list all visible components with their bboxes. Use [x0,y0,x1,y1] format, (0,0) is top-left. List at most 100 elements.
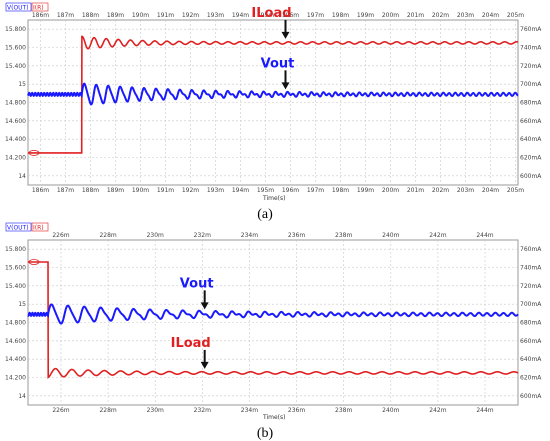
caption-a: (a) [257,207,273,222]
x-tick-label: 198m [332,12,349,19]
y-tick-label-right: 740mA [520,265,542,272]
arrow-head [281,31,290,39]
panel-b: 226m 228m 230m 232m 234m 236m 238m 240m 242m 244m… [5,222,542,441]
grid-b [28,240,518,405]
y-ticks-left-b: 15.800 15.600 15.400 15 14.800 14.600 14.400 14… [5,246,26,400]
start-marker [28,259,40,265]
x-tick-label: 197m [307,187,324,194]
legend-a: V(OUT) I(R) [5,2,49,12]
y-tick-label-right: 600mA [520,393,542,400]
x-tick-label: 230m [147,232,164,239]
x-tick-label: 195m [257,12,274,19]
y-tick-label-right: 680mA [520,100,542,107]
x-tick-label: 191m [157,12,174,19]
x-tick-label: 193m [207,187,224,194]
y-tick-label-left: 14.600 [5,338,26,345]
panel-a: 186m 187m 188m 189m 190m 191m 192m 193m 194m 195m… [5,2,542,222]
grid-a [28,20,518,185]
x-tick-label: 204m [482,12,499,19]
x-tick-label: 236m [288,232,305,239]
x-tick-label: 200m [382,187,399,194]
annotation-iload: ILoad [171,336,211,351]
x-tick-label: 205m [507,187,524,194]
x-tick-label: 196m [282,187,299,194]
x-tick-label: 193m [207,12,224,19]
y-ticks-right-b: 760mA 740mA 720mA 700mA 680mA 660mA 640mA 620mA… [520,246,542,400]
y-tick-label-right: 700mA [520,81,542,88]
x-tick-label: 236m [288,407,305,414]
x-tick-label: 226m [52,232,69,239]
x-tick-label: 242m [429,232,446,239]
x-tick-label: 203m [457,187,474,194]
x-tick-label: 238m [335,232,352,239]
x-tick-label: 240m [382,232,399,239]
x-tick-label: 203m [457,12,474,19]
x-tick-label: 232m [194,232,211,239]
x-tick-label: 188m [82,12,99,19]
x-tick-label: 244m [476,232,493,239]
legend-ir-a: I(R) [33,5,44,12]
arrow-head [281,82,290,90]
y-tick-label-left: 14.200 [5,375,26,382]
x-tick-label: 228m [99,407,116,414]
y-tick-label-right: 640mA [520,136,542,143]
y-tick-label-right: 620mA [520,155,542,162]
series-b [27,259,519,379]
y-tick-label-right: 700mA [520,301,542,308]
annotation-vout: Vout [180,276,214,291]
y-tick-label-left: 14.400 [5,136,26,143]
arrow-head [200,302,209,310]
series-line-iload [28,35,519,154]
x-tick-label: 234m [241,407,258,414]
x-tick-label: 228m [99,232,116,239]
y-tick-label-left: 15.400 [5,63,26,70]
x-ticks-top-b: 226m 228m 230m 232m 234m 236m 238m 240m 242m 244m [52,232,493,239]
y-tick-label-right: 720mA [520,63,542,70]
x-tick-label: 232m [194,407,211,414]
x-tick-label: 234m [241,232,258,239]
x-tick-label: 244m [476,407,493,414]
series-line-iload [28,261,519,379]
series-a [27,35,519,156]
x-tick-label: 202m [432,12,449,19]
legend-ir-b: I(R) [33,225,44,232]
y-tick-label-left: 14.800 [5,320,26,327]
x-tick-label: 230m [147,407,164,414]
x-tick-label: 192m [182,12,199,19]
x-tick-label: 202m [432,187,449,194]
x-tick-label: 194m [232,12,249,19]
x-tick-label: 201m [407,12,424,19]
x-tick-label: 197m [307,12,324,19]
annotations-a: ILoad Vout [251,6,295,90]
x-tick-label: 240m [382,407,399,414]
y-tick-label-right: 760mA [520,246,542,253]
series-line-vout [27,303,519,325]
x-ticks-bottom-a: 186m 187m 188m 189m 190m 191m 192m 193m 194m 195m… [32,187,524,194]
x-tick-label: 194m [232,187,249,194]
y-tick-label-left: 15 [18,81,26,88]
x-tick-label: 195m [257,187,274,194]
y-tick-label-left: 15.800 [5,246,26,253]
y-tick-label-right: 660mA [520,118,542,125]
x-ticks-bottom-b: 226m 228m 230m 232m 234m 236m 238m 240m 242m 244m [52,407,493,414]
x-tick-label: 205m [507,12,524,19]
x-tick-label: 189m [107,12,124,19]
x-tick-label: 190m [132,12,149,19]
y-tick-label-left: 14 [18,393,26,400]
y-tick-label-right: 740mA [520,45,542,52]
x-ticks-top-a: 186m 187m 188m 189m 190m 191m 192m 193m 194m 195m… [32,12,524,19]
x-tick-label: 189m [107,187,124,194]
annotation-vout: Vout [261,56,295,71]
x-tick-label: 198m [332,187,349,194]
start-marker [28,150,40,156]
x-tick-label: 190m [132,187,149,194]
y-tick-label-right: 600mA [520,173,542,180]
y-tick-label-left: 15.800 [5,26,26,33]
x-tick-label: 204m [482,187,499,194]
y-tick-label-left: 15.600 [5,265,26,272]
legend-vout-a: V(OUT) [7,5,29,12]
y-tick-label-right: 720mA [520,283,542,290]
x-tick-label: 188m [82,187,99,194]
arrow-head [200,361,209,369]
x-tick-label: 186m [32,187,49,194]
